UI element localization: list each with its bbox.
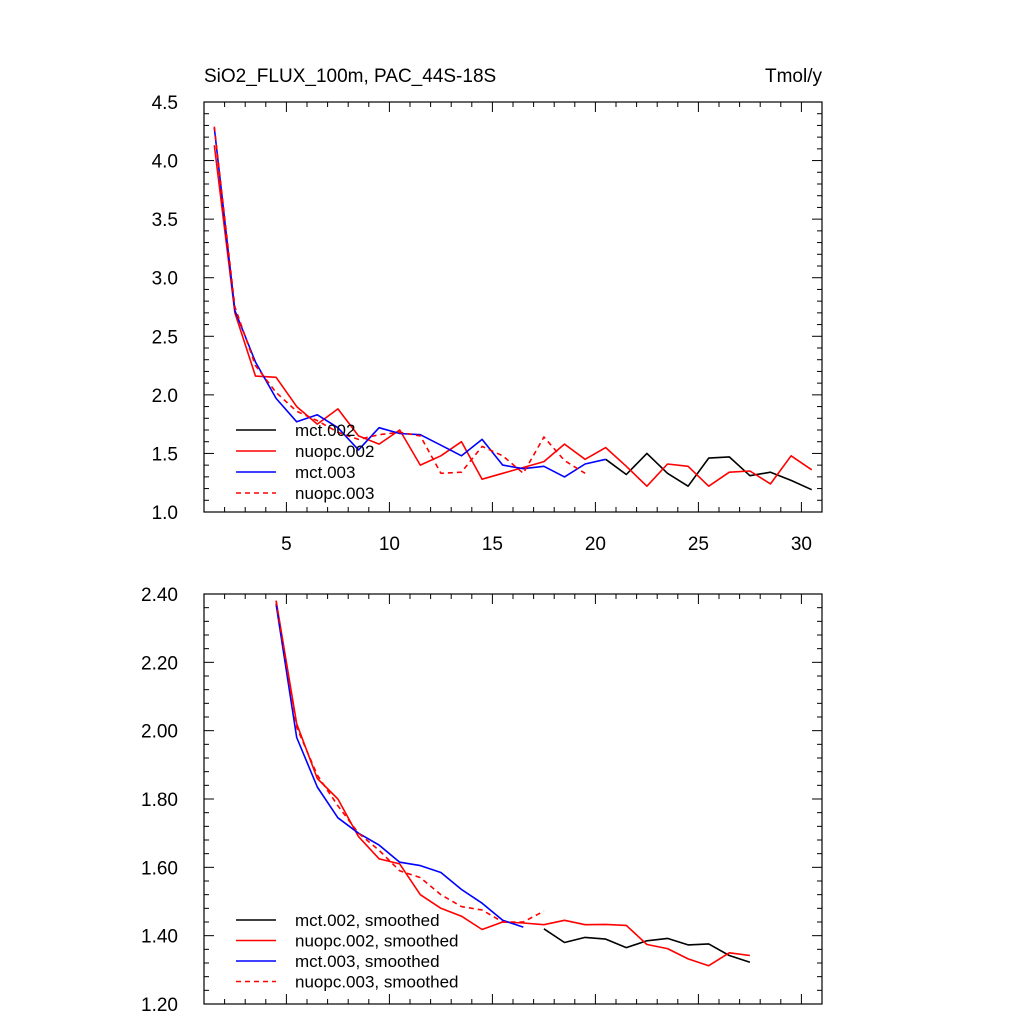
top-plot-panel: 5 10 15 20 25 30 1.0 1.5 2.0 2.5 3.0 3.5 4.0 4.5 mct.0… xyxy=(152,93,823,555)
y-tick-label: 2.00 xyxy=(141,722,178,743)
x-tick-label: 20 xyxy=(585,534,606,555)
y-tick-label: 4.0 xyxy=(152,152,178,173)
y-tick-label: 2.0 xyxy=(152,386,178,407)
legend-label: mct.003, smoothed xyxy=(295,952,440,971)
y-tick-label: 3.0 xyxy=(152,269,178,290)
series-line-nuopc-003 xyxy=(213,126,586,475)
legend-label: nuopc.002, smoothed xyxy=(295,932,459,951)
legend-label: nuopc.003 xyxy=(295,484,374,503)
y-tick-label: 1.20 xyxy=(141,995,178,1016)
series-line-mct-002 xyxy=(605,452,813,491)
legend-label: nuopc.002 xyxy=(295,442,374,461)
y-tick-label: 1.60 xyxy=(141,858,178,879)
y-tick-label: 4.5 xyxy=(152,93,178,114)
x-tick-label: 5 xyxy=(281,534,292,555)
x-tick-label: 10 xyxy=(379,534,400,555)
legend-label: mct.002, smoothed xyxy=(295,911,440,930)
legend-label: mct.003 xyxy=(295,463,355,482)
x-tick-label: 15 xyxy=(482,534,503,555)
legend-label: mct.002 xyxy=(295,421,355,440)
y-tick-label: 1.40 xyxy=(141,927,178,948)
y-tick-label: 3.5 xyxy=(152,210,178,231)
y-tick-label: 1.0 xyxy=(152,503,178,524)
x-tick-label: 30 xyxy=(791,534,812,555)
series-line-nuopc-002 xyxy=(213,145,813,488)
chart-title: SiO2_FLUX_100m, PAC_44S-18S xyxy=(204,66,496,87)
y-tick-label: 2.5 xyxy=(152,327,178,348)
y-tick-label: 2.40 xyxy=(141,585,178,606)
y-tick-label: 1.80 xyxy=(141,790,178,811)
bottom-plot-panel: 510152025301.201.401.601.802.002.202.40m… xyxy=(141,585,823,1016)
series-line-mct-003 xyxy=(213,127,606,478)
series-line-mct-002-smoothed xyxy=(543,928,751,964)
legend-label: nuopc.003, smoothed xyxy=(295,973,459,992)
series-line-mct-003-smoothed xyxy=(275,604,524,928)
y-tick-label: 2.20 xyxy=(141,653,178,674)
y-tick-label: 1.5 xyxy=(152,444,178,465)
units-label: Tmol/y xyxy=(765,66,823,87)
x-tick-label: 25 xyxy=(688,534,709,555)
series-line-nuopc-003-smoothed xyxy=(275,600,545,923)
